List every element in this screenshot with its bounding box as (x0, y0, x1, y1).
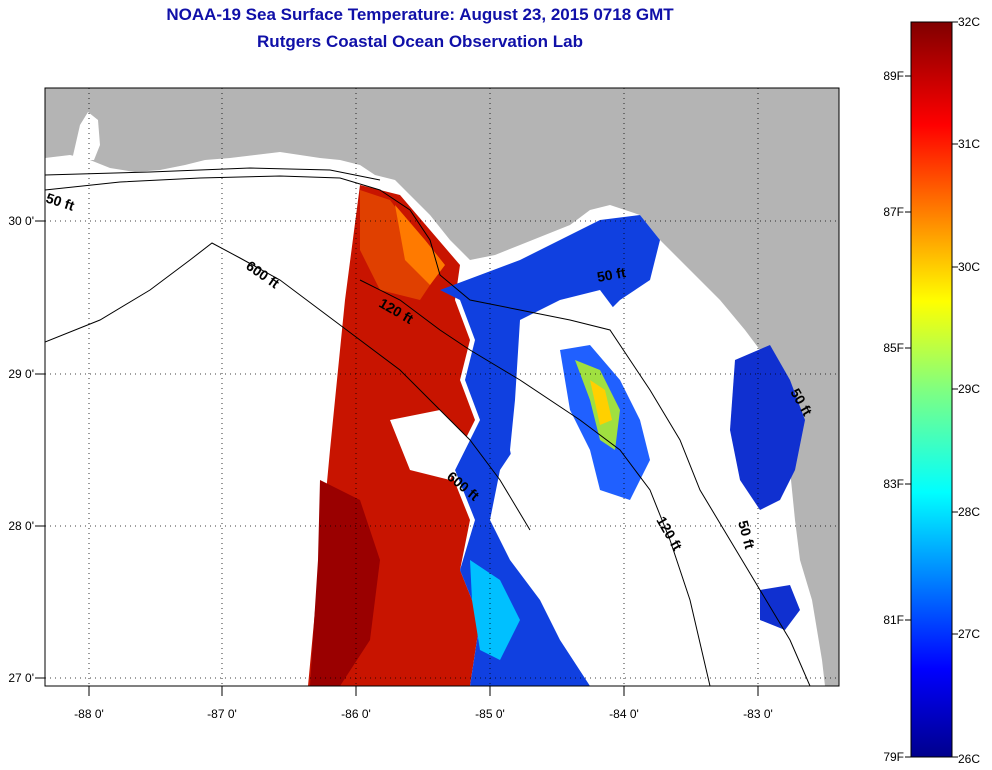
lon-tick-label: -84 0' (609, 707, 639, 721)
map-panel (45, 88, 839, 686)
celsius-label: 26C (958, 752, 980, 766)
fahrenheit-label: 89F (883, 69, 904, 83)
lat-tick-label: 27 0' (8, 671, 34, 685)
x-tick-labels: -88 0' -87 0' -86 0' -85 0' -84 0' -83 0… (74, 707, 773, 721)
fahrenheit-label: 83F (883, 477, 904, 491)
sst-swath (308, 185, 805, 686)
lon-tick-label: -83 0' (743, 707, 773, 721)
land-bay-detail (72, 112, 100, 160)
lat-tick-label: 28 0' (8, 519, 34, 533)
map-border (44, 87, 840, 687)
celsius-label: 32C (958, 15, 980, 29)
fahrenheit-label: 85F (883, 341, 904, 355)
fahrenheit-label: 87F (883, 205, 904, 219)
depth-contours (45, 167, 811, 686)
contour-label: 50 ft (735, 519, 758, 551)
celsius-label: 27C (958, 627, 980, 641)
map-title: NOAA-19 Sea Surface Temperature: August … (166, 5, 674, 24)
lat-tick-label: 29 0' (8, 367, 34, 381)
fahrenheit-label: 79F (883, 750, 904, 764)
y-tick-labels: 30 0' 29 0' 28 0' 27 0' (8, 214, 34, 685)
x-axis (88, 686, 759, 696)
lon-tick-label: -85 0' (475, 707, 505, 721)
celsius-label: 28C (958, 505, 980, 519)
contour-label: 50 ft (596, 264, 627, 285)
land-north (45, 88, 839, 686)
colorbar: 32C 31C 30C 29C 28C 27C 26C 89F 87F 85F … (883, 15, 980, 766)
map-subtitle: Rutgers Coastal Ocean Observation Lab (257, 32, 583, 51)
lon-tick-label: -88 0' (74, 707, 104, 721)
celsius-label: 31C (958, 137, 980, 151)
y-axis (35, 220, 45, 679)
lon-tick-label: -87 0' (207, 707, 237, 721)
fahrenheit-label: 81F (883, 613, 904, 627)
celsius-label: 29C (958, 382, 980, 396)
lat-tick-label: 30 0' (8, 214, 34, 228)
colorbar-gradient (910, 21, 953, 758)
lon-tick-label: -86 0' (341, 707, 371, 721)
celsius-label: 30C (958, 260, 980, 274)
